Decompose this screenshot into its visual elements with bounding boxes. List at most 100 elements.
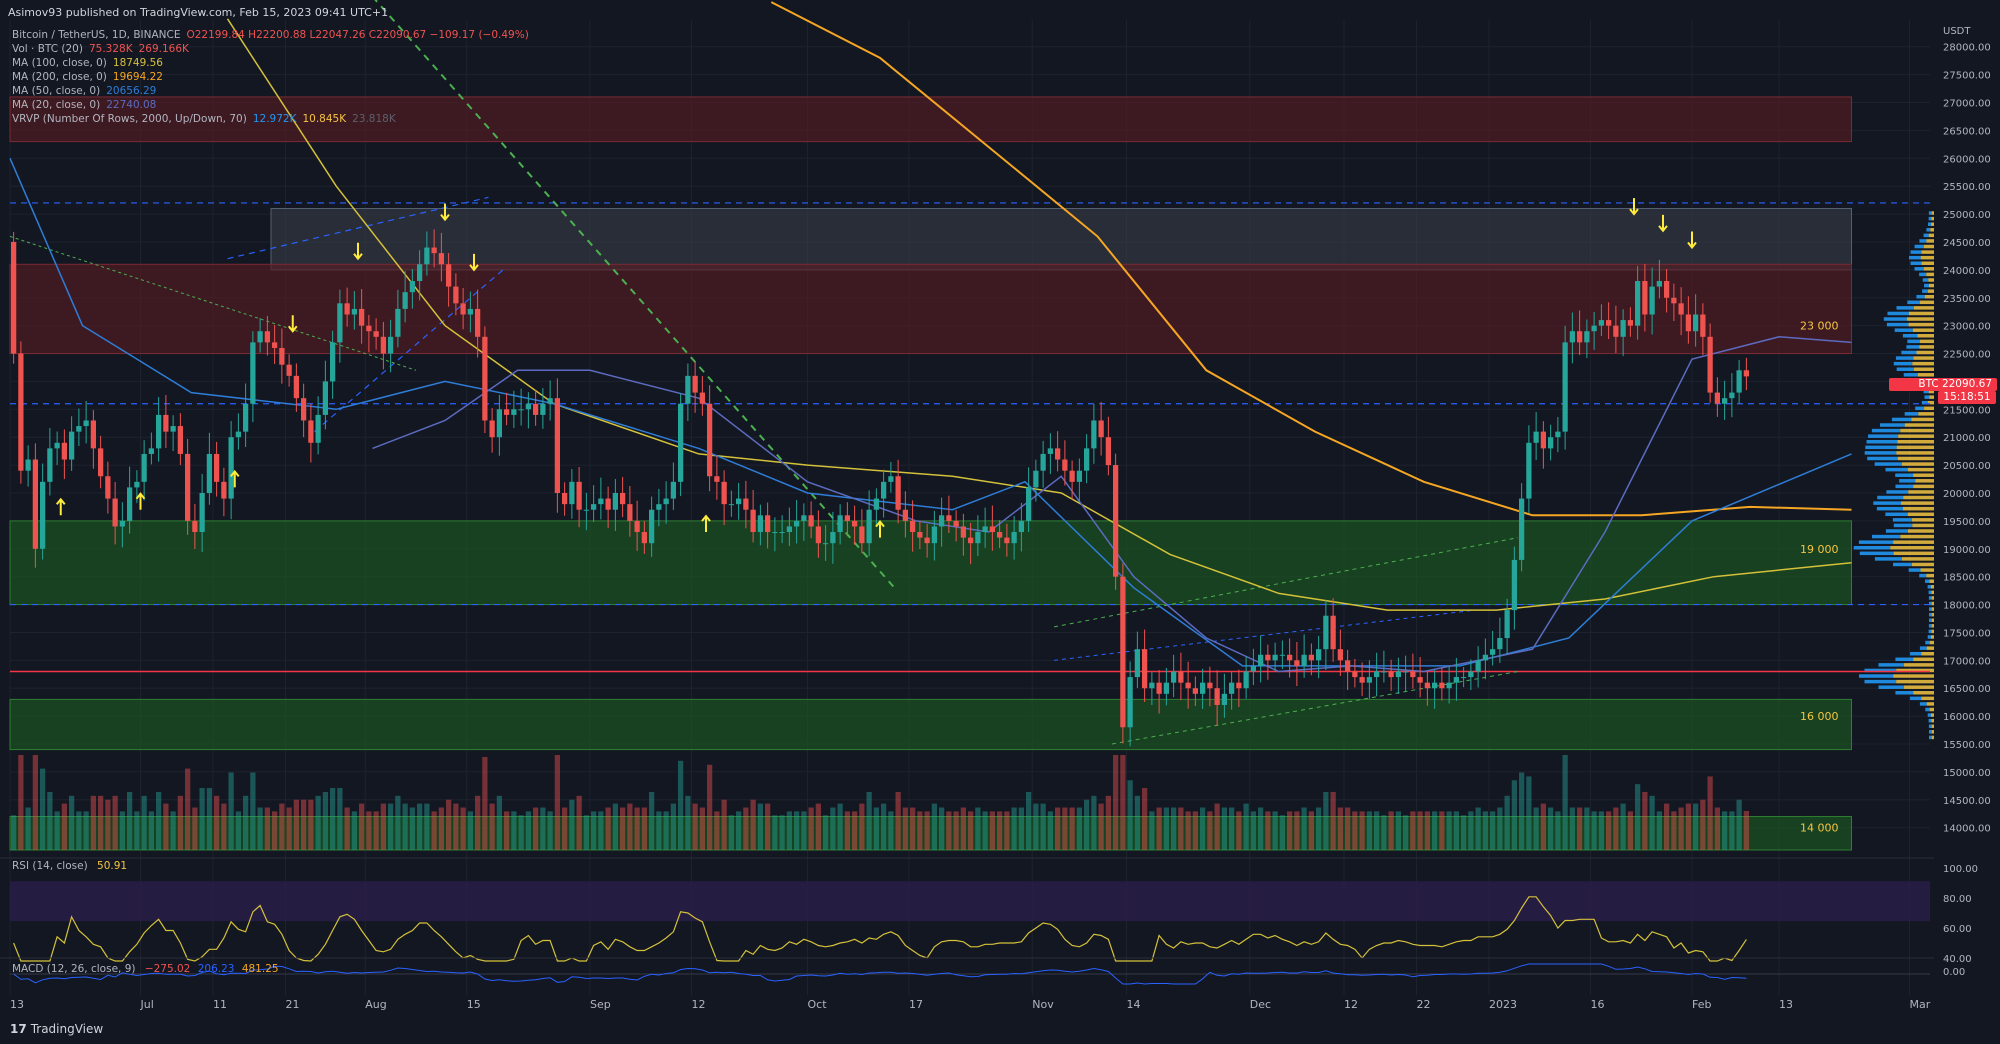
candle-body [823, 543, 829, 545]
volume-bar [1533, 807, 1539, 850]
volume-bar [1627, 811, 1633, 850]
vp-row-down [1912, 523, 1935, 528]
macd-label[interactable]: MACD (12, 26, close, 9) [12, 963, 136, 975]
vp-row-up [1927, 713, 1931, 717]
candle-body [1533, 431, 1539, 443]
candle-body [1272, 654, 1278, 661]
zones [9, 96, 1852, 851]
vp-row-down [1893, 540, 1935, 544]
volume-bar [214, 795, 220, 850]
price-tick-label: 26000.00 [1943, 154, 1991, 165]
candle-body [1316, 649, 1322, 661]
candle-body [272, 342, 278, 348]
macd-v2: 206.23 [197, 963, 235, 975]
legend-vrvp-label[interactable]: VRVP (Number Of Rows, 2000, Up/Down, 70) [12, 113, 247, 125]
volume-bar [1417, 811, 1423, 850]
vp-row-up [1907, 300, 1920, 305]
legend-ma100-label[interactable]: MA (100, close, 0) [12, 57, 107, 69]
candle-body [1011, 532, 1017, 544]
candle-body [1200, 682, 1206, 694]
volume-bar [25, 807, 31, 850]
price-axis[interactable]: USDT 28000.00 27500.00 27000.00 26500.00 2600… [1934, 0, 2000, 1044]
vp-row-down [1896, 451, 1935, 455]
level-label: 16 000 [1800, 710, 1839, 723]
candle-body [670, 481, 676, 499]
legend-ma20-label[interactable]: MA (20, close, 0) [12, 99, 101, 111]
candle-body [286, 364, 292, 376]
candle-body [1185, 682, 1191, 689]
volume-bar [823, 815, 829, 850]
legend-ma200-label[interactable]: MA (200, close, 0) [12, 71, 107, 83]
volume-bar [1200, 807, 1206, 850]
price-axis-bg [1934, 0, 2000, 1044]
vp-row-up [1928, 724, 1932, 728]
legend: Bitcoin / TetherUS, 1D, BINANCE O22199.8… [12, 28, 529, 126]
volume-bar [424, 803, 430, 850]
volume-bar [1743, 811, 1749, 850]
volume-bar [1192, 811, 1198, 850]
candle-body [634, 520, 640, 533]
published-header: Asimov93 published on TradingView.com, F… [8, 6, 389, 19]
candle-body [330, 342, 336, 382]
candle-body [1453, 677, 1459, 683]
price-tick-label: 19500.00 [1943, 517, 1991, 528]
vp-row-up [1864, 679, 1897, 684]
vp-row-down [1907, 529, 1935, 533]
vp-row-up [1919, 272, 1927, 277]
candle-body [32, 459, 38, 549]
time-axis[interactable]: 13 Jul 11 21 Aug 15 Sep 12 Oct 17 Nov 14 Dec 12 22 2023… [0, 995, 1934, 1020]
candle-body [11, 241, 17, 354]
volume-bar [1722, 811, 1728, 850]
volume-bar [359, 803, 365, 850]
volume-bar [902, 807, 908, 850]
legend-ma20-row: MA (20, close, 0) 22740.08 [12, 98, 529, 112]
volume-bar [1410, 811, 1416, 850]
footer-brand[interactable]: 17 TradingView [10, 1022, 103, 1036]
vp-row-down [1904, 423, 1935, 427]
legend-vol-a: 75.328K [88, 43, 133, 55]
time-tick-label: Feb [1692, 998, 1711, 1011]
rsi-label[interactable]: RSI (14, close) [12, 860, 88, 872]
candle-body [1149, 682, 1155, 689]
level-labels: 23 000 19 000 16 000 14 000 [1800, 320, 1839, 835]
volume-bar [199, 788, 205, 850]
volume-bar [1345, 807, 1351, 850]
volume-bar [221, 803, 227, 850]
candle-body [315, 414, 321, 443]
vp-row-up [1928, 718, 1932, 723]
vp-row-up [1859, 551, 1894, 556]
candle-body [243, 403, 249, 432]
candle-body [1134, 649, 1140, 678]
legend-ma50-label[interactable]: MA (50, close, 0) [12, 85, 101, 97]
candle-body [808, 515, 814, 527]
candle-body [1475, 660, 1481, 672]
candle-body [496, 409, 502, 438]
vp-row-down [1931, 724, 1935, 728]
volume-bar [177, 795, 183, 850]
volume-bar [337, 788, 343, 850]
rsi-tick-label: 60.00 [1943, 924, 1972, 935]
time-tick-label: Aug [365, 998, 386, 1011]
legend-symbol[interactable]: Bitcoin / TetherUS, 1D, BINANCE [12, 29, 181, 41]
volume-bar [1243, 803, 1249, 850]
legend-vrvp-a: 12.972K [252, 113, 297, 125]
vp-row-down [1931, 216, 1935, 221]
volume-bar [583, 815, 589, 850]
volume-bar [1635, 784, 1641, 850]
time-tick-label: 16 [1591, 998, 1605, 1011]
legend-vol-label[interactable]: Vol · BTC (20) [12, 43, 83, 55]
volume-bar [801, 811, 807, 850]
candle-body [1613, 325, 1619, 337]
volume-bar [808, 807, 814, 850]
volume-bar [1258, 807, 1264, 850]
volume-bar [678, 760, 684, 850]
candle-body [1649, 286, 1655, 315]
candle-body [105, 476, 111, 499]
candle-body [83, 420, 89, 427]
candle-body [1265, 654, 1271, 661]
vp-row-down [1913, 691, 1935, 695]
candle-body [1040, 453, 1046, 471]
vp-row-up [1928, 596, 1932, 600]
vp-row-up [1922, 278, 1929, 282]
